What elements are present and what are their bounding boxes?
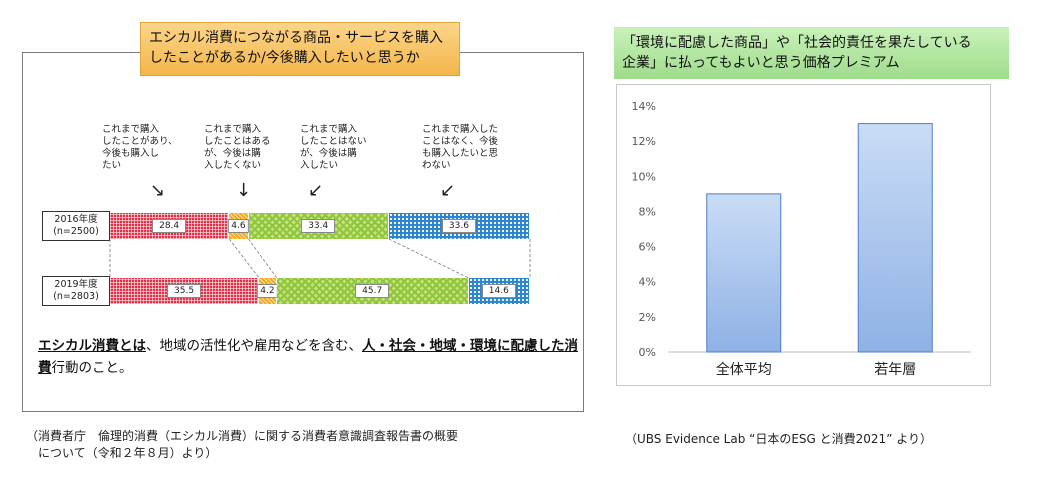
- bar-segment: 28.4: [110, 213, 230, 239]
- definition-text: 、地域の活性化や雇用などを含む、: [146, 338, 362, 354]
- bar-segment: 35.5: [110, 278, 260, 304]
- segment-value-label: 35.5: [167, 284, 202, 298]
- sample-size: (n=2803): [53, 291, 99, 302]
- segment-value-label: 28.4: [152, 219, 187, 233]
- premium-source: （UBS Evidence Lab “日本のESG と消費2021” より）: [625, 432, 932, 446]
- stacked-bar-2019: 35.5 4.2 45.7 14.6: [110, 278, 530, 304]
- sample-size: (n=2500): [53, 226, 99, 237]
- segment-value-label: 33.6: [441, 219, 476, 233]
- connector-line: [388, 238, 469, 279]
- survey-title: エシカル消費につながる商品・サービスを購入 したことがあるか/今後購入したいと思…: [140, 22, 460, 76]
- y-tick-label: 2%: [639, 311, 656, 324]
- premium-bar: [857, 123, 933, 353]
- y-tick-label: 12%: [632, 135, 656, 148]
- segment-value-label: 45.7: [355, 284, 390, 298]
- survey-title-line2: したことがあるか/今後購入したいと思うか: [149, 50, 420, 66]
- category-label-3: これまで購入 したことはない が、今後は購 入したい: [300, 124, 367, 171]
- y-tick-label: 8%: [639, 205, 656, 218]
- arrow-down-icon: ↙: [440, 180, 456, 201]
- premium-title: 「環境に配慮した商品」や「社会的責任を果たしている 企業」に払ってもよいと思う価…: [614, 27, 1009, 79]
- x-category-label: 若年層: [874, 362, 916, 378]
- stacked-bar-2016: 28.4 4.6 33.4 33.6: [110, 213, 530, 239]
- premium-bar-chart: 0% 2% 4% 6% 8% 10% 12% 14% 全体平均 若年層: [632, 100, 971, 378]
- bar-segment: 33.4: [248, 213, 389, 239]
- connector-line: [228, 238, 260, 279]
- x-category-label: 全体平均: [716, 361, 772, 378]
- year-label-2016: 2016年度 (n=2500): [42, 211, 110, 241]
- connector-line: [248, 238, 278, 279]
- definition-emphasis: 人・社会・地域・環境に配慮した消費: [38, 338, 578, 376]
- segment-value-label: 14.6: [481, 284, 516, 298]
- ethical-consumption-definition: エシカル消費とは、地域の活性化や雇用などを含む、人・社会・地域・環境に配慮した消…: [38, 335, 578, 379]
- arrow-down-icon: ↙: [308, 180, 324, 201]
- premium-bar: [706, 193, 782, 353]
- y-tick-label: 10%: [632, 170, 656, 183]
- arrow-down-icon: ↘: [150, 180, 166, 201]
- category-label-1: これまで購入 したことがあり、 今後も購入し たい: [102, 124, 178, 171]
- category-label-2: これまで購入 したことはある が、今後は購 入したくない: [204, 124, 271, 171]
- year-label-2019: 2019年度 (n=2803): [42, 276, 110, 306]
- definition-term: エシカル消費とは: [38, 338, 146, 354]
- bar-segment: 45.7: [276, 278, 469, 304]
- category-label-4: これまで購入した ことはなく、今後 も購入したいと思 わない: [422, 124, 499, 171]
- survey-title-line1: エシカル消費につながる商品・サービスを購入: [149, 30, 443, 46]
- y-tick-label: 0%: [639, 346, 656, 359]
- arrow-down-icon: ↓: [236, 180, 252, 201]
- survey-source: （消費者庁 倫理的消費（エシカル消費）に関する消費者意識調査報告書の概要 につい…: [26, 429, 459, 460]
- segment-value-label: 4.6: [228, 219, 249, 233]
- y-tick-label: 6%: [639, 241, 656, 254]
- segment-value-label: 4.2: [257, 284, 278, 298]
- definition-text-end: 行動のこと。: [51, 360, 133, 376]
- y-tick-label: 14%: [632, 100, 656, 113]
- bar-segment: 4.2: [257, 278, 278, 304]
- bar-segment: 4.6: [228, 213, 249, 239]
- year-label: 2019年度: [54, 279, 98, 290]
- y-tick-label: 4%: [639, 276, 656, 289]
- segment-value-label: 33.4: [301, 219, 336, 233]
- bar-segment: 33.6: [388, 213, 530, 239]
- year-label: 2016年度: [54, 214, 98, 225]
- bar-segment: 14.6: [468, 278, 530, 304]
